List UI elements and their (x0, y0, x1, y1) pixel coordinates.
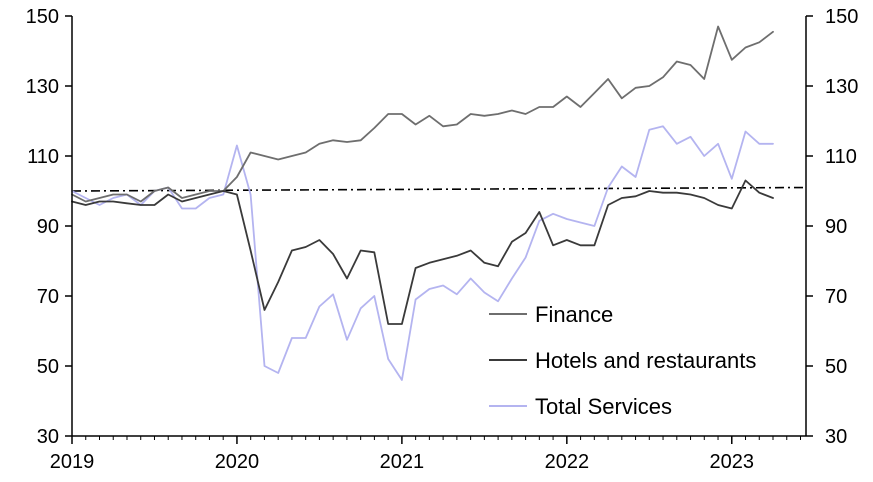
axes (71, 16, 807, 437)
reference-line-layer (71, 186, 807, 192)
y-tick-label-left: 70 (37, 286, 59, 308)
legend-label-total-services: Total Services (535, 394, 672, 419)
y-tick-label-left: 110 (27, 146, 59, 168)
y-tick-label-right: 50 (825, 356, 847, 378)
x-tick-label: 2022 (545, 451, 590, 473)
series-line-total-services (71, 125, 774, 381)
y-tick-label-left: 150 (26, 6, 59, 28)
x-tick-label: 2021 (380, 451, 425, 473)
y-tick-label-right: 110 (825, 146, 857, 168)
y-tick-label-left: 30 (37, 426, 59, 448)
legend: Finance Hotels and restaurants Total Servi… (489, 302, 756, 419)
series-line-hotels-and-restaurants (71, 179, 774, 325)
y-tick-label-left: 90 (37, 216, 59, 238)
reference-line (71, 186, 807, 192)
y-tick-label-left: 50 (37, 356, 59, 378)
ticks: 30 50 70 90 110 130 150 30 50 70 90 110 130 150 2019 20… (26, 6, 859, 473)
legend-label-hotels-and-restaurants: Hotels and restaurants (535, 348, 756, 373)
series-line-finance (71, 25, 774, 203)
plot-area (71, 25, 807, 381)
x-tick-label: 2023 (710, 451, 755, 473)
x-tick-label: 2019 (50, 451, 95, 473)
y-tick-label-right: 30 (825, 426, 847, 448)
x-tick-label: 2020 (215, 451, 260, 473)
legend-label-finance: Finance (535, 302, 613, 327)
y-tick-label-right: 90 (825, 216, 847, 238)
y-tick-label-right: 130 (825, 76, 858, 98)
y-tick-label-left: 130 (26, 76, 59, 98)
y-tick-label-right: 150 (825, 6, 858, 28)
series-layer (71, 25, 774, 381)
y-tick-label-right: 70 (825, 286, 847, 308)
